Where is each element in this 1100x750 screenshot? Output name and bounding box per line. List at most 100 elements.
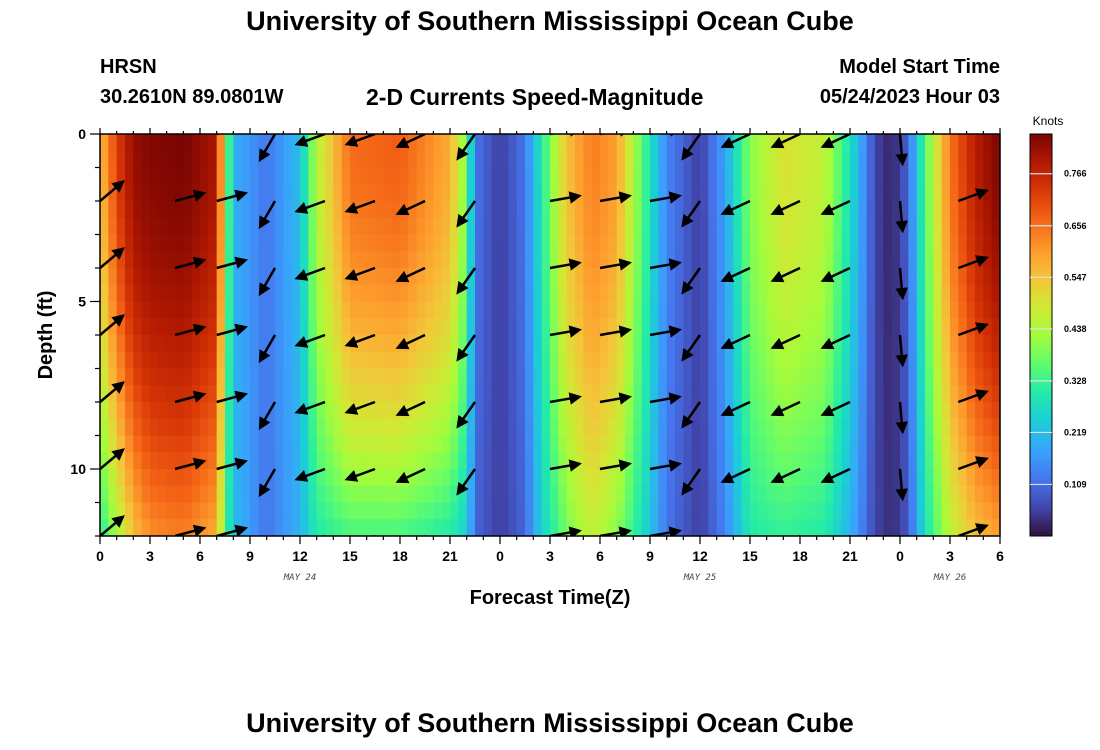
heatmap-cell — [541, 485, 551, 504]
heatmap-cell — [925, 418, 934, 437]
heatmap-cell — [175, 184, 184, 202]
heatmap-cell — [558, 134, 568, 152]
heatmap-cell — [616, 435, 626, 453]
heatmap-cell — [325, 150, 334, 169]
heatmap-cell — [525, 402, 534, 420]
heatmap-cell — [966, 251, 976, 269]
heatmap-cell — [125, 502, 134, 520]
heatmap-cell — [791, 150, 801, 169]
heatmap-cell — [500, 251, 509, 269]
heatmap-cell — [725, 351, 734, 370]
heatmap-cell — [283, 184, 293, 202]
heatmap-cell — [225, 251, 234, 269]
heatmap-cell — [116, 184, 126, 202]
heatmap-cell — [850, 452, 859, 470]
heatmap-cell — [183, 485, 193, 504]
heatmap-cell — [783, 368, 793, 386]
heatmap-cell — [708, 485, 718, 504]
heatmap-cell — [791, 385, 801, 403]
heatmap-cell — [525, 167, 534, 185]
heatmap-cell — [675, 217, 684, 236]
heatmap-cell — [591, 201, 601, 219]
current-vector — [174, 457, 207, 471]
heatmap-cell — [391, 418, 401, 437]
heatmap-cell — [175, 435, 184, 453]
heatmap-cell — [475, 150, 484, 169]
heatmap-cell — [475, 234, 484, 252]
heatmap-cell — [866, 452, 876, 470]
heatmap-cell — [683, 519, 693, 536]
heatmap-cell — [133, 301, 143, 319]
heatmap-cell — [658, 469, 668, 487]
heatmap-cell — [491, 150, 501, 169]
heatmap-cell — [541, 385, 551, 403]
heatmap-cell — [600, 167, 609, 185]
heatmap-cell — [750, 150, 759, 169]
heatmap-cell — [191, 301, 201, 319]
heatmap-cell — [350, 150, 359, 169]
heatmap-cell — [400, 184, 409, 202]
heatmap-cell — [183, 418, 193, 437]
heatmap-cell — [866, 217, 876, 236]
heatmap-cell — [875, 402, 884, 420]
heatmap-cell — [633, 402, 643, 420]
heatmap-cell — [133, 418, 143, 437]
heatmap-cell — [375, 184, 384, 202]
heatmap-cell — [733, 134, 743, 152]
heatmap-cell — [266, 251, 276, 269]
heatmap-cell — [158, 201, 168, 219]
heatmap-cell — [575, 485, 584, 504]
heatmap-cell — [875, 201, 884, 219]
heatmap-cell — [241, 351, 251, 370]
heatmap-cell — [208, 134, 218, 152]
heatmap-cell — [883, 485, 893, 504]
current-vector — [395, 266, 426, 283]
heatmap-cell — [308, 234, 318, 252]
heatmap-cell — [150, 301, 159, 319]
heatmap-cell — [858, 184, 868, 202]
heatmap-cell — [400, 485, 409, 504]
heatmap-cell — [808, 351, 818, 370]
heatmap-cell — [975, 469, 984, 487]
heatmap-cell — [916, 251, 926, 269]
heatmap-cell — [475, 184, 484, 202]
y-tick-label: 0 — [78, 126, 86, 142]
heatmap-cell — [550, 452, 559, 470]
heatmap-cell — [566, 335, 576, 353]
heatmap-cell — [450, 351, 459, 370]
heatmap-cell — [841, 485, 851, 504]
heatmap-cell — [908, 201, 918, 219]
heatmap-cell — [733, 234, 743, 252]
heatmap-cell — [300, 234, 309, 252]
heatmap-cell — [100, 469, 109, 487]
heatmap-cell — [125, 217, 134, 236]
heatmap-cell — [350, 167, 359, 185]
heatmap-cell — [500, 418, 509, 437]
heatmap-cell — [591, 184, 601, 202]
heatmap-cell — [441, 134, 451, 152]
heatmap-cell — [950, 150, 959, 169]
heatmap-cell — [566, 234, 576, 252]
heatmap-cell — [650, 167, 659, 185]
heatmap-cell — [766, 385, 776, 403]
heatmap-cell — [733, 469, 743, 487]
heatmap-cell — [708, 385, 718, 403]
heatmap-cell — [916, 452, 926, 470]
heatmap-cell — [333, 184, 343, 202]
heatmap-cell — [233, 485, 243, 504]
heatmap-cell — [850, 519, 859, 536]
current-vector — [456, 401, 477, 429]
heatmap-cell — [841, 368, 851, 386]
heatmap-cell — [541, 234, 551, 252]
model-start-value: 05/24/2023 Hour 03 — [819, 86, 1000, 108]
heatmap-cell — [191, 368, 201, 386]
heatmap-cell — [933, 385, 943, 403]
heatmap-cell — [816, 184, 826, 202]
heatmap-cell — [983, 201, 993, 219]
heatmap-cell — [108, 234, 118, 252]
heatmap-cell — [166, 150, 176, 169]
heatmap-cell — [591, 217, 601, 236]
heatmap-cell — [250, 301, 259, 319]
heatmap-cell — [550, 385, 559, 403]
heatmap-cell — [116, 485, 126, 504]
